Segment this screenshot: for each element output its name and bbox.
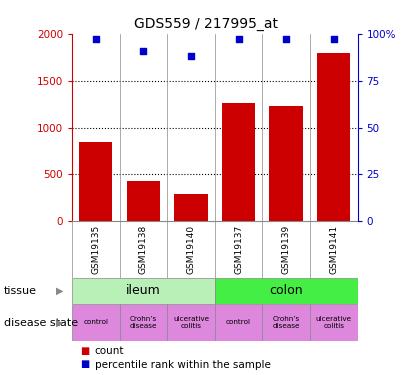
- Bar: [127, 181, 160, 221]
- Point: [140, 48, 147, 54]
- Bar: [262, 304, 310, 341]
- Point: [235, 36, 242, 42]
- Point: [330, 36, 337, 42]
- Text: GSM19135: GSM19135: [91, 225, 100, 274]
- Bar: [222, 103, 255, 221]
- Bar: [72, 278, 215, 304]
- Text: ulcerative
colitis: ulcerative colitis: [173, 316, 209, 329]
- Text: GSM19139: GSM19139: [282, 225, 291, 274]
- Bar: [270, 106, 303, 221]
- Text: ■: ■: [80, 346, 90, 355]
- Bar: [72, 304, 120, 341]
- Text: Crohn’s
disease: Crohn’s disease: [272, 316, 300, 329]
- Bar: [167, 304, 215, 341]
- Point: [283, 36, 289, 42]
- Text: control: control: [83, 320, 108, 326]
- Text: ▶: ▶: [56, 318, 64, 327]
- Text: ▶: ▶: [56, 286, 64, 296]
- Text: GSM19140: GSM19140: [187, 225, 196, 274]
- Text: control: control: [226, 320, 251, 326]
- Text: ulcerative
colitis: ulcerative colitis: [316, 316, 352, 329]
- Text: percentile rank within the sample: percentile rank within the sample: [95, 360, 270, 369]
- Text: GDS559 / 217995_at: GDS559 / 217995_at: [134, 17, 277, 31]
- Text: GSM19137: GSM19137: [234, 225, 243, 274]
- Bar: [310, 304, 358, 341]
- Text: ileum: ileum: [126, 284, 161, 297]
- Bar: [120, 304, 167, 341]
- Point: [188, 53, 194, 59]
- Bar: [317, 53, 351, 221]
- Text: count: count: [95, 346, 124, 355]
- Text: ■: ■: [80, 360, 90, 369]
- Bar: [215, 278, 358, 304]
- Bar: [79, 142, 112, 221]
- Text: GSM19141: GSM19141: [329, 225, 338, 274]
- Text: disease state: disease state: [4, 318, 78, 327]
- Bar: [174, 194, 208, 221]
- Text: tissue: tissue: [4, 286, 37, 296]
- Text: Crohn’s
disease: Crohn’s disease: [129, 316, 157, 329]
- Point: [92, 36, 99, 42]
- Bar: [215, 304, 262, 341]
- Text: GSM19138: GSM19138: [139, 225, 148, 274]
- Text: colon: colon: [269, 284, 303, 297]
